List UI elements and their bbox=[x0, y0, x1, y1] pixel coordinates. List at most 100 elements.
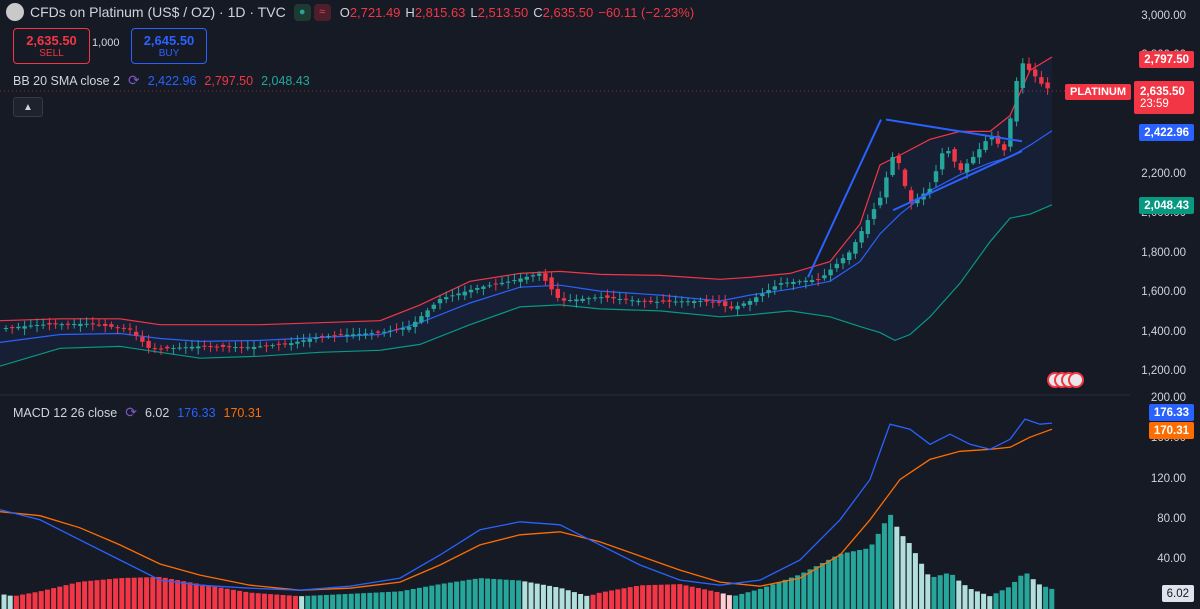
macd-histogram-bar bbox=[466, 579, 472, 609]
candle-body bbox=[41, 324, 46, 326]
macd-histogram-bar bbox=[516, 580, 522, 609]
economic-events-icon[interactable] bbox=[1047, 372, 1084, 388]
bb-indicator-legend[interactable]: BB 20 SMA close 2 ⟳ 2,422.96 2,797.50 2,… bbox=[13, 72, 318, 89]
macd-histogram-bar bbox=[311, 595, 317, 609]
candle-body bbox=[134, 331, 139, 336]
price-tick-label: 1,400.00 bbox=[1141, 325, 1186, 338]
candle-body bbox=[462, 291, 467, 296]
candle-body bbox=[506, 281, 511, 283]
candle-body bbox=[636, 300, 641, 303]
macd-histogram-bar bbox=[330, 594, 336, 609]
macd-histogram-bar bbox=[348, 593, 354, 609]
macd-histogram-bar bbox=[733, 595, 739, 609]
bb-basis-value: 2,422.96 bbox=[147, 73, 197, 88]
sell-price: 2,635.50 bbox=[26, 32, 77, 48]
macd-histogram-bar bbox=[807, 569, 813, 609]
macd-histogram-bar bbox=[993, 593, 999, 609]
candle-body bbox=[933, 171, 939, 183]
candle-body bbox=[1008, 118, 1013, 147]
price-tick-label: 1,800.00 bbox=[1141, 246, 1186, 259]
macd-histogram-bar bbox=[237, 590, 243, 609]
candle-body bbox=[90, 323, 95, 325]
candle-body bbox=[121, 327, 126, 329]
macd-histogram-bar bbox=[1049, 588, 1055, 609]
macd-histogram-bar bbox=[100, 579, 106, 609]
macd-histogram-bar bbox=[881, 523, 887, 609]
macd-signal-line bbox=[0, 428, 1053, 591]
refresh-icon[interactable]: ⟳ bbox=[128, 72, 140, 88]
bb-lower-axis-label: 2,048.43 bbox=[1139, 197, 1194, 214]
price-tick-label: 2,200.00 bbox=[1141, 167, 1186, 180]
macd-tick-label: 200.00 bbox=[1150, 392, 1186, 404]
macd-axis-label: 176.33 bbox=[1148, 404, 1194, 421]
candle-body bbox=[115, 327, 120, 329]
bb-upper-line bbox=[0, 56, 1053, 326]
macd-histogram-bar bbox=[931, 576, 937, 609]
candle-body bbox=[196, 346, 201, 349]
candle-body bbox=[599, 297, 604, 299]
macd-histogram-bar bbox=[410, 589, 416, 609]
buy-button[interactable]: 2,645.50 BUY bbox=[131, 28, 207, 64]
candle-body bbox=[890, 157, 895, 176]
macd-histogram-bar bbox=[888, 514, 894, 609]
price-tick-label: 1,200.00 bbox=[1141, 365, 1186, 377]
candle-body bbox=[59, 324, 64, 326]
candle-body bbox=[65, 323, 71, 325]
candle-body bbox=[692, 301, 697, 304]
macd-histogram-bar bbox=[38, 591, 44, 609]
ohlc-values: O2,721.49 H2,815.63 L2,513.50 C2,635.50 −60.… bbox=[340, 5, 699, 20]
refresh-icon[interactable]: ⟳ bbox=[125, 404, 137, 420]
candle-body bbox=[530, 275, 536, 277]
macd-histogram-bar bbox=[26, 593, 32, 609]
candle-body bbox=[183, 347, 188, 349]
candle-body bbox=[822, 275, 827, 279]
candle-body bbox=[685, 301, 691, 303]
exchange-icon[interactable]: ≈ bbox=[313, 3, 331, 21]
candle-body bbox=[109, 324, 114, 327]
macd-histogram-bar bbox=[937, 575, 943, 609]
macd-histogram-bar bbox=[212, 586, 218, 609]
candle-body bbox=[549, 277, 554, 290]
hist-axis-label: 6.02 bbox=[1161, 585, 1194, 602]
macd-histogram-bar bbox=[106, 579, 112, 609]
macd-histogram-bar bbox=[342, 594, 348, 609]
candle-body bbox=[233, 347, 238, 349]
candle-body bbox=[437, 299, 443, 304]
ohlc-key: L bbox=[470, 4, 478, 20]
macd-histogram-bar bbox=[20, 594, 26, 609]
candle-body bbox=[413, 321, 418, 327]
price-tick-label: 1,600.00 bbox=[1141, 286, 1186, 299]
candle-body bbox=[723, 301, 728, 307]
bb-lower-line bbox=[0, 204, 1053, 367]
quantity-value[interactable]: 1,000 bbox=[92, 37, 120, 49]
candle-body bbox=[450, 295, 455, 297]
candle-body bbox=[282, 343, 288, 345]
bb-indicator-name: BB 20 SMA close 2 bbox=[13, 73, 121, 88]
macd-histogram-bar bbox=[131, 577, 137, 609]
macd-histogram-bar bbox=[1005, 587, 1011, 609]
macd-hist-value: 6.02 bbox=[144, 405, 170, 420]
macd-signal-value: 170.31 bbox=[223, 405, 262, 420]
collapse-legend-button[interactable]: ▲ bbox=[13, 97, 43, 117]
macd-indicator-legend[interactable]: MACD 12 26 close ⟳ 6.02 176.33 170.31 bbox=[13, 404, 270, 421]
candle-body bbox=[735, 305, 740, 310]
candle-body bbox=[778, 283, 784, 285]
candle-body bbox=[809, 280, 815, 283]
sell-button[interactable]: 2,635.50 SELL bbox=[13, 28, 90, 64]
symbol-title[interactable]: CFDs on Platinum (US$ / OZ) · 1D · TVC bbox=[30, 4, 286, 20]
macd-histogram-bar bbox=[336, 594, 342, 609]
candle-body bbox=[53, 323, 58, 325]
candle-body bbox=[475, 288, 480, 290]
candle-body bbox=[995, 135, 1001, 144]
macd-indicator-name: MACD 12 26 close bbox=[13, 405, 118, 420]
market-status-icon[interactable]: ● bbox=[293, 3, 311, 21]
macd-histogram-bar bbox=[974, 591, 980, 609]
macd-histogram-bar bbox=[503, 579, 509, 609]
macd-histogram-bar bbox=[664, 584, 670, 609]
candle-body bbox=[946, 151, 951, 154]
candle-body bbox=[332, 335, 337, 337]
candle-body bbox=[214, 346, 219, 348]
candle-body bbox=[227, 346, 232, 348]
candle-body bbox=[245, 347, 250, 349]
